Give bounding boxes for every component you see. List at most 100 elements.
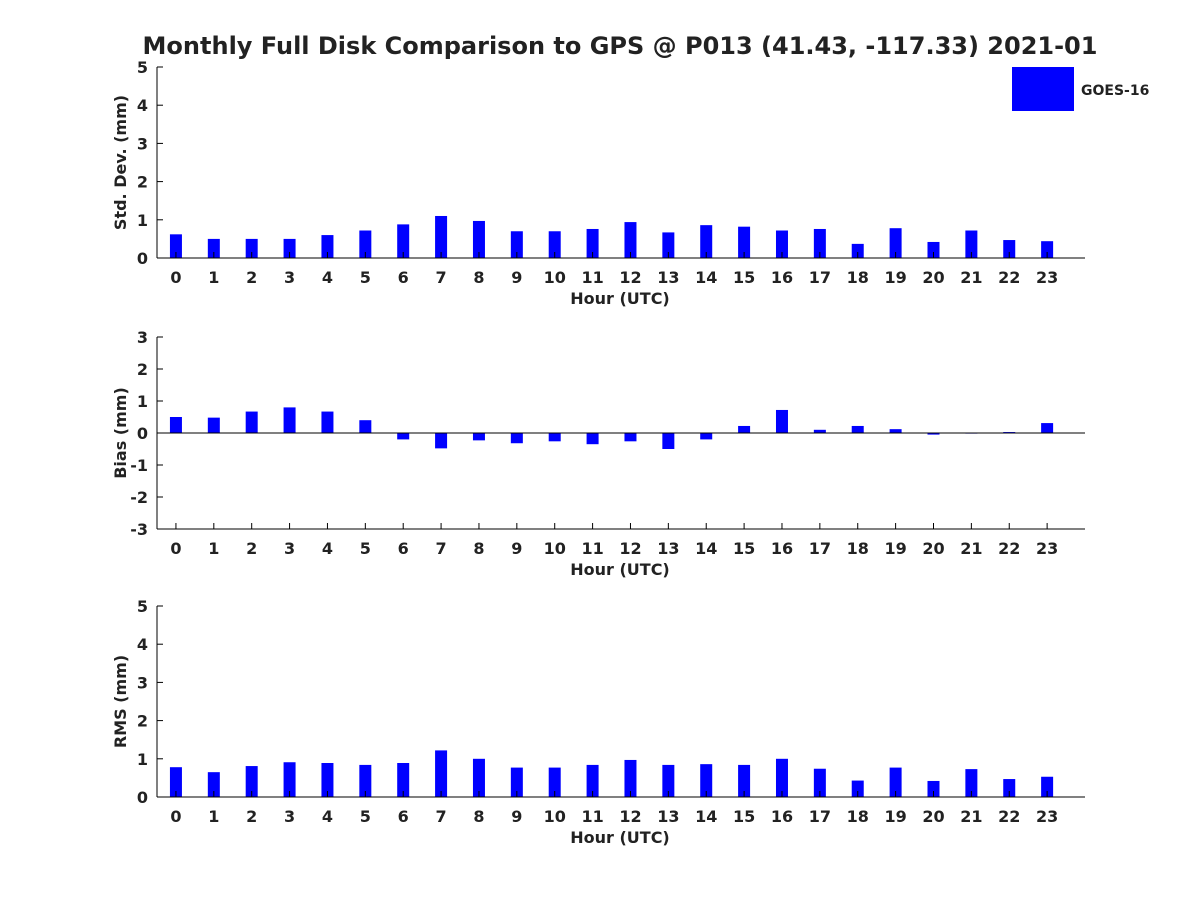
x-tick-label: 0	[170, 807, 181, 826]
bar-rms-8	[472, 758, 485, 797]
y-tick-label: 3	[137, 328, 148, 347]
x-axis-label: Hour (UTC)	[570, 289, 670, 308]
x-tick-label: 8	[473, 268, 484, 287]
bar-std-dev-22	[1003, 240, 1016, 258]
x-tick-label: 10	[544, 539, 566, 558]
bar-rms-14	[700, 764, 713, 797]
x-tick-label: 3	[284, 268, 295, 287]
bar-rms-5	[359, 764, 372, 797]
bar-rms-10	[548, 767, 561, 797]
x-tick-label: 8	[473, 539, 484, 558]
bar-rms-19	[889, 767, 902, 797]
y-tick-label: 5	[137, 597, 148, 616]
bar-rms-2	[245, 766, 258, 797]
x-tick-label: 13	[657, 268, 679, 287]
x-tick-label: 10	[544, 807, 566, 826]
bar-std-dev-2	[245, 238, 258, 258]
x-tick-label: 4	[322, 807, 333, 826]
bar-bias-20	[927, 433, 940, 435]
x-tick-label: 9	[511, 807, 522, 826]
bar-rms-13	[662, 764, 675, 797]
x-tick-label: 18	[847, 539, 869, 558]
bar-std-dev-15	[738, 226, 751, 258]
y-tick-label: 2	[137, 360, 148, 379]
bar-std-dev-5	[359, 230, 372, 258]
bar-std-dev-23	[1041, 241, 1054, 258]
bar-std-dev-19	[889, 228, 902, 258]
x-tick-label: 15	[733, 539, 755, 558]
y-axis-label: Std. Dev. (mm)	[111, 95, 130, 230]
x-tick-label: 4	[322, 539, 333, 558]
x-axis-label: Hour (UTC)	[570, 560, 670, 579]
bar-std-dev-4	[321, 235, 334, 258]
bar-rms-12	[624, 759, 637, 797]
bar-std-dev-21	[965, 230, 978, 258]
bar-bias-6	[397, 433, 410, 440]
y-tick-label: 1	[137, 211, 148, 230]
bar-bias-2	[245, 411, 258, 433]
bar-rms-9	[510, 767, 523, 797]
y-tick-label: 1	[137, 750, 148, 769]
legend-label: GOES-16	[1081, 83, 1149, 99]
x-tick-label: 2	[246, 539, 257, 558]
bar-bias-15	[738, 425, 751, 433]
y-axis-label: Bias (mm)	[111, 387, 130, 479]
x-tick-label: 19	[884, 807, 906, 826]
bar-std-dev-6	[397, 224, 410, 258]
x-tick-label: 14	[695, 807, 717, 826]
x-tick-label: 2	[246, 807, 257, 826]
bar-rms-17	[813, 768, 826, 797]
bar-std-dev-7	[435, 215, 448, 258]
x-tick-label: 17	[809, 268, 831, 287]
bar-std-dev-11	[586, 228, 599, 258]
x-tick-label: 1	[208, 807, 219, 826]
bar-rms-16	[775, 758, 788, 797]
bar-bias-3	[283, 407, 296, 433]
x-tick-label: 7	[436, 807, 447, 826]
x-tick-label: 23	[1036, 268, 1058, 287]
bar-std-dev-18	[851, 243, 864, 258]
x-tick-label: 9	[511, 539, 522, 558]
y-tick-label: 0	[137, 249, 148, 268]
y-tick-label: 2	[137, 173, 148, 192]
chart-title: Monthly Full Disk Comparison to GPS @ P0…	[143, 32, 1098, 60]
x-tick-label: 1	[208, 539, 219, 558]
x-tick-label: 0	[170, 268, 181, 287]
x-tick-label: 14	[695, 539, 717, 558]
x-tick-label: 15	[733, 268, 755, 287]
bar-std-dev-10	[548, 231, 561, 258]
bar-rms-1	[207, 772, 220, 797]
bar-bias-14	[700, 433, 713, 440]
x-tick-label: 23	[1036, 807, 1058, 826]
x-tick-label: 18	[847, 807, 869, 826]
x-tick-label: 22	[998, 268, 1020, 287]
x-tick-label: 16	[771, 539, 793, 558]
x-tick-label: 19	[884, 539, 906, 558]
y-tick-label: 4	[137, 96, 148, 115]
x-tick-label: 21	[960, 539, 982, 558]
x-tick-label: 17	[809, 539, 831, 558]
x-tick-label: 15	[733, 807, 755, 826]
bar-rms-6	[397, 763, 410, 797]
x-tick-label: 13	[657, 539, 679, 558]
bar-std-dev-12	[624, 222, 637, 258]
x-tick-label: 2	[246, 268, 257, 287]
bar-std-dev-1	[207, 238, 220, 258]
bar-rms-0	[169, 767, 182, 797]
legend-swatch	[1012, 67, 1074, 111]
x-tick-label: 19	[884, 268, 906, 287]
x-tick-label: 12	[619, 539, 641, 558]
bar-rms-21	[965, 769, 978, 797]
bar-rms-3	[283, 762, 296, 797]
x-tick-label: 6	[398, 539, 409, 558]
x-tick-label: 20	[922, 268, 944, 287]
bar-std-dev-3	[283, 238, 296, 258]
x-tick-label: 5	[360, 807, 371, 826]
bar-std-dev-17	[813, 228, 826, 258]
bar-bias-16	[775, 409, 788, 433]
bar-rms-11	[586, 764, 599, 797]
x-tick-label: 0	[170, 539, 181, 558]
bar-rms-4	[321, 763, 334, 797]
y-tick-label: -1	[130, 456, 148, 475]
